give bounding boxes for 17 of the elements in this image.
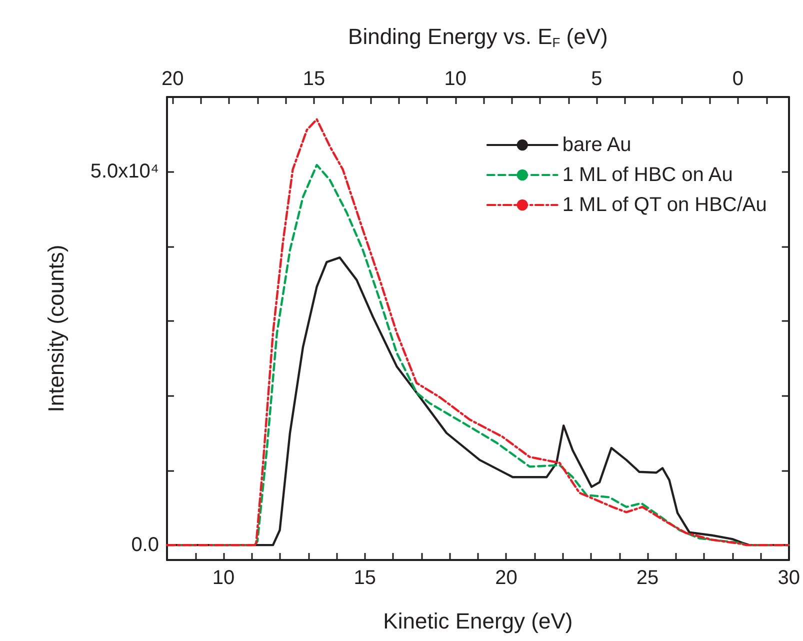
legend-label: 1 ML of QT on HBC/Au bbox=[562, 194, 767, 216]
y-tick-label: 5.0x10⁴ bbox=[90, 160, 159, 183]
y-tick-label: 0.0 bbox=[131, 534, 159, 556]
x-tick-label: 30 bbox=[778, 567, 800, 589]
x-tick-label: 10 bbox=[212, 567, 235, 589]
x2-tick-label: 0 bbox=[732, 68, 744, 90]
x2-tick-label: 5 bbox=[591, 68, 602, 90]
x-tick-label: 15 bbox=[354, 567, 376, 589]
y-axis-title: Intensity (counts) bbox=[44, 244, 68, 412]
x2-tick-label: 15 bbox=[302, 68, 326, 90]
x2-tick-label: 10 bbox=[444, 68, 466, 90]
legend-label: bare Au bbox=[562, 134, 632, 156]
x-tick-label: 20 bbox=[495, 567, 518, 589]
x-axis-title: Kinetic Energy (eV) bbox=[383, 608, 573, 634]
legend-label: 1 ML of HBC on Au bbox=[562, 164, 733, 186]
x2-tick-label: 20 bbox=[162, 68, 184, 90]
x-tick-label: 25 bbox=[636, 567, 659, 589]
